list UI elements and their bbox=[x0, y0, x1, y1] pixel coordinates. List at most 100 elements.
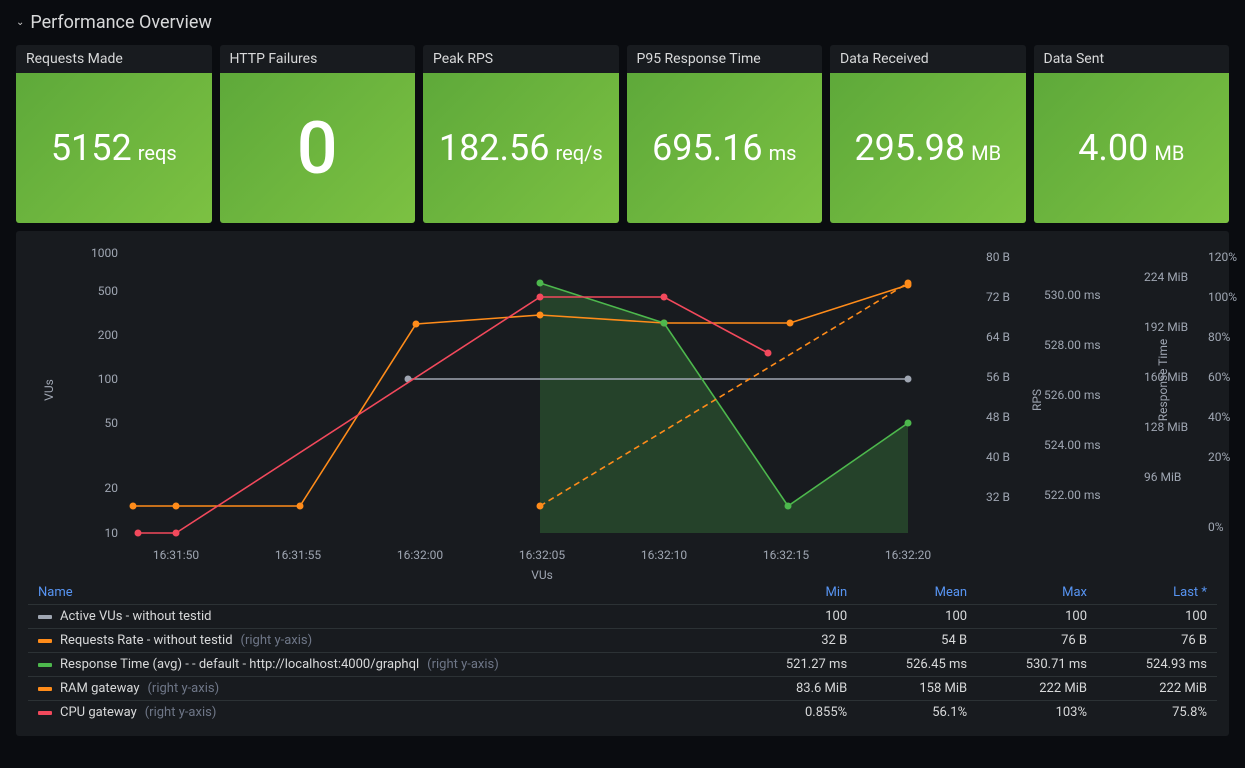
axis-tick: 48 B bbox=[986, 410, 1010, 424]
axis-tick: 192 MiB bbox=[1144, 320, 1188, 334]
legend-series-name: CPU gateway bbox=[60, 705, 137, 720]
legend-swatch bbox=[38, 615, 52, 619]
stat-card[interactable]: HTTP Failures0 bbox=[220, 45, 416, 223]
axis-tick: VUs bbox=[531, 568, 553, 582]
legend-table: NameMinMeanMaxLast * Active VUs - withou… bbox=[28, 581, 1217, 724]
legend-value: 526.45 ms bbox=[857, 653, 977, 677]
stat-body: 695.16ms bbox=[627, 73, 823, 223]
stat-row: Requests Made 5152reqs HTTP Failures0Peak … bbox=[16, 45, 1229, 223]
stat-unit: reqs bbox=[138, 141, 177, 165]
stat-title: Peak RPS bbox=[423, 45, 619, 73]
legend-value: 100 bbox=[857, 605, 977, 629]
axis-tick: 16:32:05 bbox=[519, 548, 565, 562]
legend-row[interactable]: Response Time (avg) - - default - http:/… bbox=[28, 653, 1217, 677]
stat-unit: ms bbox=[769, 141, 797, 165]
chart-panel: 1000500200100502010VUs16:31:5016:31:5516… bbox=[16, 231, 1229, 736]
stat-unit: MB bbox=[1154, 141, 1184, 165]
legend-series-sub: (right y-axis) bbox=[427, 657, 499, 672]
stat-value: 182.56req/s bbox=[439, 127, 603, 169]
stat-value: 4.00MB bbox=[1078, 127, 1184, 169]
legend-column-header[interactable]: Last * bbox=[1097, 581, 1217, 605]
legend-column-header[interactable]: Name bbox=[28, 581, 737, 605]
axis-tick: 522.00 ms bbox=[1044, 488, 1101, 502]
stat-value: 0 bbox=[297, 106, 338, 191]
axis-tick: 500 bbox=[68, 284, 118, 298]
stat-card[interactable]: P95 Response Time695.16ms bbox=[627, 45, 823, 223]
legend-series-name: Requests Rate - without testid bbox=[60, 633, 233, 648]
stat-title: Data Received bbox=[830, 45, 1026, 73]
legend-value: 75.8% bbox=[1097, 701, 1217, 725]
axis-tick: 128 MiB bbox=[1144, 420, 1188, 434]
axis-tick: 100% bbox=[1208, 290, 1237, 304]
stat-card[interactable]: Data Received 295.98MB bbox=[830, 45, 1026, 223]
section-title: Performance Overview bbox=[30, 12, 212, 33]
legend-row[interactable]: CPU gateway (right y-axis)0.855%56.1%103… bbox=[28, 701, 1217, 725]
stat-title: P95 Response Time bbox=[627, 45, 823, 73]
legend-series-name: RAM gateway bbox=[60, 681, 139, 696]
legend-swatch bbox=[38, 663, 52, 667]
axis-tick: 100 bbox=[68, 372, 118, 386]
legend-column-header[interactable]: Mean bbox=[857, 581, 977, 605]
axis-tick: 16:31:55 bbox=[275, 548, 321, 562]
legend-column-header[interactable]: Min bbox=[737, 581, 857, 605]
axis-tick: 32 B bbox=[986, 490, 1010, 504]
axis-tick: 120% bbox=[1208, 250, 1237, 264]
axis-tick: 20% bbox=[1208, 450, 1230, 464]
axis-tick: 72 B bbox=[986, 290, 1010, 304]
legend-value: 100 bbox=[977, 605, 1097, 629]
section-header[interactable]: ⌄ Performance Overview bbox=[16, 12, 1229, 33]
axis-tick: 16:32:00 bbox=[397, 548, 443, 562]
legend-value: 32 B bbox=[737, 629, 857, 653]
legend-series-name: Active VUs - without testid bbox=[60, 609, 212, 624]
legend-series-sub: (right y-axis) bbox=[241, 633, 313, 648]
axis-tick: 524.00 ms bbox=[1044, 438, 1101, 452]
axis-tick: 528.00 ms bbox=[1044, 338, 1101, 352]
stat-title: Requests Made bbox=[16, 45, 212, 73]
legend-value: 56.1% bbox=[857, 701, 977, 725]
axis-tick: 56 B bbox=[986, 370, 1010, 384]
axis-tick: 40% bbox=[1208, 410, 1230, 424]
legend-value: 524.93 ms bbox=[1097, 653, 1217, 677]
right-axis-title: RPS bbox=[1030, 389, 1044, 411]
legend-value: 521.27 ms bbox=[737, 653, 857, 677]
stat-card[interactable]: Data Sent4.00MB bbox=[1034, 45, 1230, 223]
axis-tick: 64 B bbox=[986, 330, 1010, 344]
chart-area[interactable]: 1000500200100502010VUs16:31:5016:31:5516… bbox=[28, 243, 1217, 573]
axis-tick: 16:32:15 bbox=[763, 548, 809, 562]
stat-unit: MB bbox=[971, 141, 1001, 165]
axis-tick: 40 B bbox=[986, 450, 1010, 464]
stat-value: 295.98MB bbox=[854, 127, 1001, 169]
legend-series-sub: (right y-axis) bbox=[147, 681, 219, 696]
legend-swatch bbox=[38, 639, 52, 643]
axis-tick: 96 MiB bbox=[1144, 470, 1181, 484]
stat-body: 182.56req/s bbox=[423, 73, 619, 223]
legend-value: 222 MiB bbox=[1097, 677, 1217, 701]
stat-body: 4.00MB bbox=[1034, 73, 1230, 223]
legend-name-cell: Requests Rate - without testid (right y-… bbox=[28, 629, 737, 653]
legend-value: 76 B bbox=[1097, 629, 1217, 653]
axis-tick: 16:32:10 bbox=[641, 548, 687, 562]
legend-value: 158 MiB bbox=[857, 677, 977, 701]
stat-card[interactable]: Peak RPS 182.56req/s bbox=[423, 45, 619, 223]
axis-tick: 200 bbox=[68, 328, 118, 342]
stat-card[interactable]: Requests Made 5152reqs bbox=[16, 45, 212, 223]
axis-tick: 526.00 ms bbox=[1044, 388, 1101, 402]
legend-value: 54 B bbox=[857, 629, 977, 653]
axis-tick: 16:31:50 bbox=[153, 548, 199, 562]
legend-value: 100 bbox=[737, 605, 857, 629]
stat-value: 5152reqs bbox=[51, 127, 177, 169]
axis-tick: 80% bbox=[1208, 330, 1230, 344]
legend-row[interactable]: RAM gateway (right y-axis) 83.6 MiB158 Mi… bbox=[28, 677, 1217, 701]
legend-value: 103% bbox=[977, 701, 1097, 725]
legend-row[interactable]: Requests Rate - without testid (right y-… bbox=[28, 629, 1217, 653]
stat-body: 295.98MB bbox=[830, 73, 1026, 223]
legend-column-header[interactable]: Max bbox=[977, 581, 1097, 605]
legend-value: 83.6 MiB bbox=[737, 677, 857, 701]
legend-row[interactable]: Active VUs - without testid 100100100100 bbox=[28, 605, 1217, 629]
legend-value: 530.71 ms bbox=[977, 653, 1097, 677]
stat-body: 5152reqs bbox=[16, 73, 212, 223]
legend-value: 222 MiB bbox=[977, 677, 1097, 701]
axis-tick: 160 MiB bbox=[1144, 370, 1188, 384]
legend-value: 0.855% bbox=[737, 701, 857, 725]
axis-tick: 224 MiB bbox=[1144, 270, 1188, 284]
